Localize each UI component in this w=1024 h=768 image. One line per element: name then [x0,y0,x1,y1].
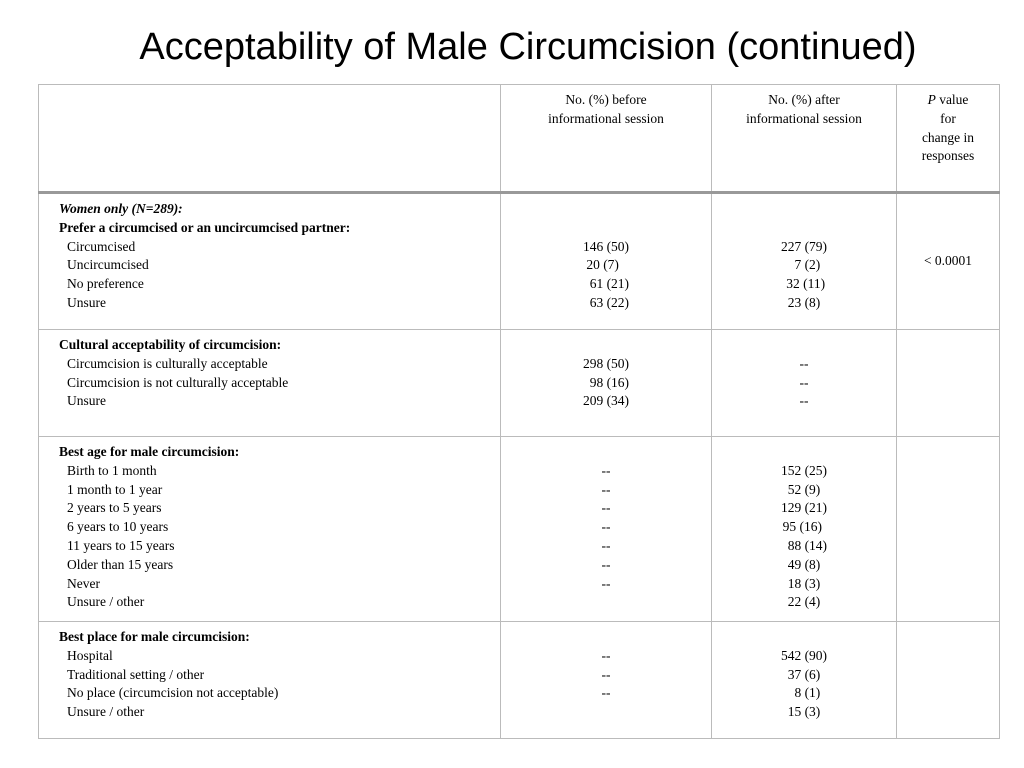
before-value: -- [601,685,611,701]
before-value: -- [601,537,611,553]
section-heading: Cultural acceptability of circumcision: [59,337,282,352]
p-value-cell-empty [896,436,1000,622]
row-label: No place (circumcision not acceptable) [67,685,279,701]
section-subheading: Women only (N=289): [59,201,183,216]
header-p-value: P value for change in responses [896,84,1000,194]
row-label: 1 month to 1 year [67,481,163,497]
after-value: 152 (25) [780,462,828,478]
after-value: 23 (8) [787,294,821,310]
after-value: 15 (3) [787,704,821,720]
header-after-line2: informational session [746,110,862,126]
after-value: 227 (79) [780,238,828,254]
table-header-row: No. (%) before informational session No.… [38,84,1000,194]
before-value: -- [601,462,611,478]
row-label: Circumcision is culturally acceptable [67,355,268,371]
section-label-cell: Women only (N=289): Prefer a circumcised… [38,192,501,330]
after-value: 88 (14) [780,537,828,553]
before-value: 63 (22) [582,294,630,310]
after-value: 542 (90) [780,647,828,663]
row-label: Unsure [67,294,106,310]
results-table: No. (%) before informational session No.… [38,84,1000,739]
header-p-line3: change in [921,129,975,145]
p-value: < 0.0001 [923,253,973,269]
after-value: 8 (1) [787,685,821,701]
p-value-cell-empty [896,329,1000,437]
before-values-cell: -- -- -- [500,621,712,739]
row-label: 2 years to 5 years [67,500,162,516]
header-before: No. (%) before informational session [500,84,712,194]
header-before-line2: informational session [548,110,664,126]
before-value: -- [601,481,611,497]
row-label: No preference [67,276,144,292]
header-p-line1: value [935,92,969,107]
after-value: -- [799,374,809,390]
after-values-cell: 152 (25) 52 (9) 129 (21) 95 (16) 88 (14)… [711,436,897,622]
row-label: Birth to 1 month [67,462,157,478]
section-best-age: Best age for male circumcision: Birth to… [38,436,1000,622]
row-label: Hospital [67,647,113,663]
header-before-line1: No. (%) before [565,92,647,107]
section-heading: Best place for male circumcision: [59,629,250,644]
after-values-cell: -- -- -- [711,329,897,437]
before-value: -- [601,519,611,535]
after-values-cell: 227 (79) 7 (2) 32 (11) 23 (8) [711,192,897,330]
before-value: -- [601,666,611,682]
section-partner-preference: Women only (N=289): Prefer a circumcised… [38,192,1000,330]
before-value: 146 (50) [582,238,630,254]
before-value: -- [601,575,611,591]
before-values-cell: -- -- -- -- -- -- -- [500,436,712,622]
header-empty-cell [38,84,501,194]
before-value: 209 (34) [582,393,630,409]
after-value: 18 (3) [787,575,821,591]
row-label: Traditional setting / other [67,666,205,682]
after-value: -- [799,393,809,409]
after-value: 37 (6) [787,666,821,682]
after-value: -- [799,355,809,371]
row-label: Circumcision is not culturally acceptabl… [67,374,289,390]
after-value: 32 (11) [782,276,826,292]
p-value-cell: < 0.0001 [896,192,1000,330]
before-value: 61 (21) [582,276,630,292]
p-value-cell-empty [896,621,1000,739]
after-values-cell: 542 (90) 37 (6) 8 (1) 15 (3) [711,621,897,739]
section-heading: Prefer a circumcised or an uncircumcised… [59,219,351,235]
row-label: Never [67,575,100,591]
section-label-cell: Best age for male circumcision: Birth to… [38,436,501,622]
header-p-line4: responses [921,148,975,164]
after-value: 52 (9) [787,481,821,497]
header-after-line1: No. (%) after [768,92,840,107]
row-label: 11 years to 15 years [67,537,175,553]
after-value: 49 (8) [787,556,821,572]
after-value: 22 (4) [787,594,821,610]
row-label: 6 years to 10 years [67,519,169,535]
row-label: Unsure / other [67,704,145,720]
before-value: -- [601,556,611,572]
after-value: 129 (21) [780,500,828,516]
row-label: Unsure / other [67,594,145,610]
header-after: No. (%) after informational session [711,84,897,194]
row-label: Uncircumcised [67,257,149,273]
row-label: Circumcised [67,238,136,254]
before-value: -- [601,647,611,663]
section-cultural-acceptability: Cultural acceptability of circumcision: … [38,329,1000,437]
after-value: 7 (2) [787,257,821,273]
section-best-place: Best place for male circumcision: Hospit… [38,621,1000,739]
before-values-cell: 146 (50) 20 (7) 61 (21) 63 (22) [500,192,712,330]
section-label-cell: Cultural acceptability of circumcision: … [38,329,501,437]
header-p-line2: for [940,110,956,126]
slide-title: Acceptability of Male Circumcision (cont… [139,26,917,68]
before-values-cell: 298 (50) 98 (16) 209 (34) [500,329,712,437]
after-value: 95 (16) [782,519,826,535]
row-label: Older than 15 years [67,556,174,572]
row-label: Unsure [67,393,106,409]
section-label-cell: Best place for male circumcision: Hospit… [38,621,501,739]
header-p-letter: P [927,92,936,107]
section-heading: Best age for male circumcision: [59,444,240,459]
before-value: 98 (16) [582,374,630,390]
before-value: 20 (7) [586,257,626,273]
before-value: 298 (50) [582,355,630,371]
before-value: -- [601,500,611,516]
